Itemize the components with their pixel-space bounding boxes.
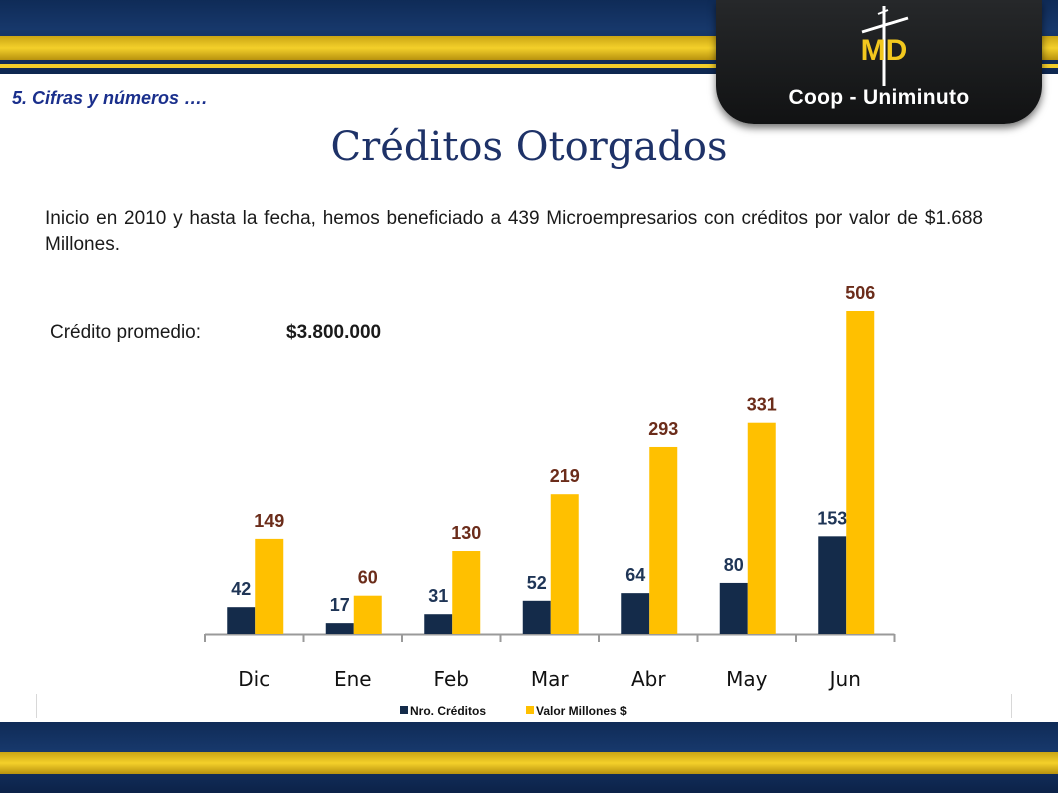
- x-tick-label-feb: Feb: [434, 667, 469, 691]
- logo: MD Coop - Uniminuto: [716, 0, 1042, 124]
- bar-nro-creditos-jun: [818, 536, 847, 634]
- footer-gold-stripe: [0, 752, 1058, 774]
- data-label-nro-creditos-may: 80: [724, 555, 744, 575]
- x-tick-label-may: May: [726, 667, 768, 691]
- average-value: $3.800.000: [286, 322, 382, 343]
- x-tick-label-jun: Jun: [828, 667, 861, 691]
- logo-text: Coop - Uniminuto: [788, 86, 970, 109]
- data-label-valor-millones-feb: 130: [451, 523, 481, 543]
- bar-nro-creditos-may: [719, 582, 748, 634]
- intro-text: Inicio en 2010 y hasta la fecha, hemos b…: [45, 208, 983, 255]
- data-label-valor-millones-dic: 149: [254, 511, 284, 531]
- bar-nro-creditos-abr: [621, 593, 650, 634]
- legend-label-valor-millones: Valor Millones $: [536, 704, 627, 718]
- bar-nro-creditos-mar: [522, 600, 551, 634]
- data-label-nro-creditos-ene: 17: [330, 595, 350, 615]
- data-label-valor-millones-abr: 293: [648, 419, 678, 439]
- bar-valor-millones-dic: [255, 538, 284, 634]
- bar-valor-millones-feb: [452, 551, 481, 634]
- data-label-valor-millones-mar: 219: [550, 466, 580, 486]
- x-tick-label-dic: Dic: [238, 667, 270, 691]
- bar-valor-millones-may: [747, 422, 776, 634]
- header-gold-line: [0, 64, 1058, 68]
- bar-nro-creditos-dic: [227, 607, 256, 634]
- bar-nro-creditos-ene: [325, 623, 354, 634]
- chart-frame: [36, 694, 1012, 718]
- data-label-nro-creditos-feb: 31: [428, 586, 448, 606]
- legend-swatch-nro-creditos: [400, 706, 408, 714]
- data-label-valor-millones-jun: 506: [845, 283, 875, 303]
- x-tick-label-ene: Ene: [334, 667, 372, 691]
- data-label-nro-creditos-mar: 52: [527, 573, 547, 593]
- bar-valor-millones-mar: [550, 494, 579, 634]
- legend-label-nro-creditos: Nro. Créditos: [410, 704, 486, 718]
- data-label-valor-millones-may: 331: [747, 395, 777, 415]
- x-tick-label-abr: Abr: [631, 667, 666, 691]
- section-label: 5. Cifras y números ….: [12, 88, 208, 108]
- logo-letters: MD: [861, 34, 908, 67]
- x-tick-label-mar: Mar: [531, 667, 570, 691]
- bar-valor-millones-abr: [649, 446, 678, 634]
- bar-nro-creditos-feb: [424, 614, 453, 634]
- data-label-nro-creditos-dic: 42: [231, 579, 251, 599]
- bar-valor-millones-ene: [353, 595, 382, 634]
- data-label-valor-millones-ene: 60: [358, 568, 378, 588]
- legend-swatch-valor-millones: [526, 706, 534, 714]
- average-label: Crédito promedio:: [50, 322, 202, 343]
- cross-logo-icon: MD: [861, 6, 909, 86]
- data-label-nro-creditos-jun: 153: [817, 508, 847, 528]
- page-title: Créditos Otorgados: [330, 124, 728, 170]
- data-label-nro-creditos-abr: 64: [625, 565, 645, 585]
- bar-valor-millones-jun: [846, 311, 875, 634]
